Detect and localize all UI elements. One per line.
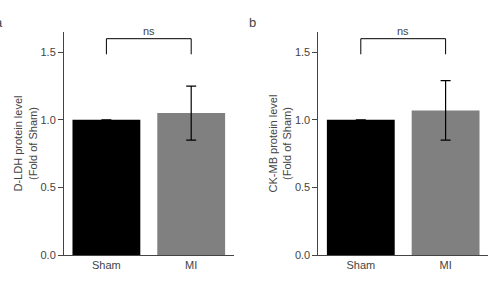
svg-text:1.5: 1.5 [41,46,56,58]
svg-text:D-LDH protein level(Fold of Sh: D-LDH protein level(Fold of Sham) [12,96,38,192]
svg-text:a: a [0,15,3,30]
svg-text:0.0: 0.0 [41,249,56,261]
svg-text:0.5: 0.5 [41,181,56,193]
svg-text:Sham: Sham [346,259,375,271]
svg-text:1.0: 1.0 [41,114,56,126]
svg-text:ns: ns [397,25,409,37]
svg-text:Sham: Sham [92,259,121,271]
svg-text:1.5: 1.5 [295,46,310,58]
svg-text:ns: ns [143,25,155,37]
svg-text:b: b [249,15,256,30]
svg-text:0.5: 0.5 [295,181,310,193]
svg-text:CK-MB protein level(Fold of Sh: CK-MB protein level(Fold of Sham) [267,95,293,193]
svg-text:MI: MI [439,259,451,271]
svg-text:MI: MI [185,259,197,271]
svg-text:0.0: 0.0 [295,249,310,261]
svg-text:1.0: 1.0 [295,114,310,126]
